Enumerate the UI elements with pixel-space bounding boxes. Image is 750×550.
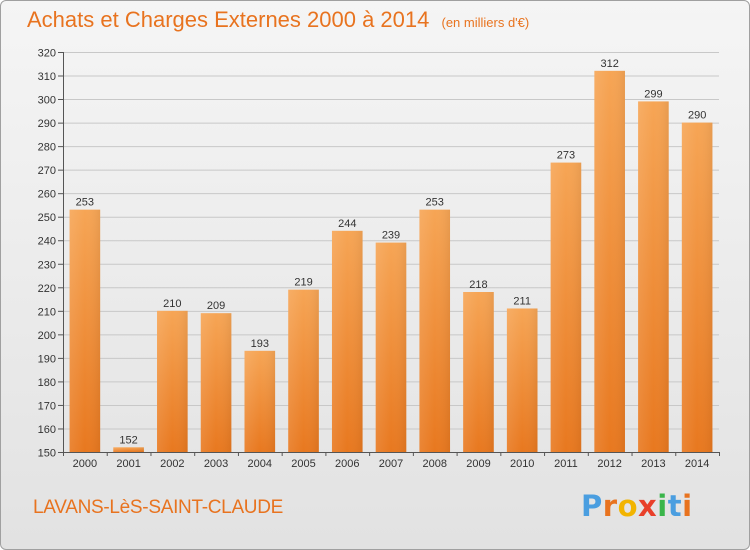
bar-value-label: 152 — [119, 434, 137, 446]
y-tick-label: 200 — [38, 330, 56, 342]
y-tick-label: 310 — [38, 71, 56, 83]
subtitle-text: (en milliers d'€) — [441, 15, 530, 30]
x-tick-label: 2002 — [160, 458, 184, 470]
x-tick-label: 2008 — [422, 458, 446, 470]
y-tick-label: 190 — [38, 353, 56, 365]
y-tick-label: 150 — [38, 448, 56, 460]
x-tick-label: 2003 — [204, 458, 228, 470]
bar-sheen — [419, 209, 451, 452]
x-tick-label: 2009 — [466, 458, 490, 470]
brand-logo: Proxiti — [581, 489, 693, 523]
bar-sheen — [638, 101, 669, 452]
bar-value-label: 209 — [207, 300, 225, 312]
x-tick-label: 2004 — [248, 458, 272, 470]
bar-value-label: 273 — [557, 150, 575, 162]
bar-sheen — [463, 292, 494, 452]
bar-sheen — [550, 162, 582, 452]
bar-sheen — [157, 310, 188, 452]
y-tick-label: 170 — [38, 400, 56, 412]
bar-value-label: 253 — [426, 197, 444, 209]
bar-value-label: 299 — [644, 88, 662, 100]
x-tick-label: 2012 — [597, 458, 621, 470]
y-tick-label: 300 — [38, 95, 56, 107]
y-tick-label: 160 — [38, 424, 56, 436]
bar-value-label: 290 — [688, 110, 706, 122]
bar-value-label: 244 — [338, 218, 356, 230]
y-axis: 150 160 170 180 190 200 210 220 230 240 250 260 270 2… — [38, 48, 64, 460]
x-tick-label: 2001 — [116, 458, 140, 470]
x-tick-label: 2013 — [641, 458, 665, 470]
bar-sheen — [375, 242, 407, 452]
x-tick-label: 2010 — [510, 458, 534, 470]
bar-value-label: 312 — [600, 58, 618, 70]
bar-value-label: 253 — [76, 197, 94, 209]
bar-value-label: 211 — [513, 295, 531, 307]
bar-sheen — [200, 313, 232, 452]
bar-sheen — [331, 230, 363, 452]
x-tick-label: 2014 — [685, 458, 709, 470]
brand-letter: r — [602, 489, 618, 523]
bar-sheen — [506, 308, 538, 452]
y-tick-label: 250 — [38, 212, 56, 224]
bar-sheen — [244, 350, 276, 452]
bar-value-label: 193 — [251, 338, 269, 350]
brand-letter: o — [617, 489, 639, 523]
brand-letter: x — [638, 489, 658, 523]
bar-sheen — [288, 289, 319, 452]
brand-letter: i — [657, 489, 668, 523]
x-axis: 2000 2001 2002 2003 2004 2005 2006 2007 2008 2009… — [63, 452, 720, 470]
y-tick-label: 290 — [38, 118, 56, 130]
x-tick-label: 2011 — [554, 458, 578, 470]
chart-title: Achats et Charges Externes 2000 à 2014 (… — [27, 7, 529, 33]
city-name: LAVANS-LèS-SAINT-CLAUDE — [33, 497, 284, 518]
bar-value-label: 210 — [163, 298, 181, 310]
brand-letter: i — [682, 489, 693, 523]
bar-value-label: 239 — [382, 230, 400, 242]
bar-sheen — [113, 447, 144, 452]
x-tick-label: 2007 — [379, 458, 403, 470]
bars: 253 152 210 209 193 219 244 239 253 218 211 273 312 2… — [69, 58, 713, 453]
brand-letter: P — [581, 489, 603, 523]
bar-sheen — [594, 70, 625, 452]
y-tick-label: 180 — [38, 377, 56, 389]
y-tick-label: 270 — [38, 165, 56, 177]
title-text: Achats et Charges Externes 2000 à 2014 — [27, 7, 430, 32]
y-tick-label: 240 — [38, 236, 56, 248]
y-tick-label: 320 — [38, 48, 56, 60]
x-tick-label: 2000 — [73, 458, 97, 470]
bar-value-label: 219 — [294, 277, 312, 289]
y-tick-label: 210 — [38, 306, 56, 318]
y-tick-label: 280 — [38, 142, 56, 154]
y-tick-label: 220 — [38, 283, 56, 295]
y-tick-label: 230 — [38, 259, 56, 271]
bar-sheen — [681, 122, 713, 453]
y-tick-label: 260 — [38, 189, 56, 201]
bar-sheen — [69, 209, 101, 452]
bar-value-label: 218 — [469, 279, 487, 291]
x-tick-label: 2006 — [335, 458, 359, 470]
x-tick-label: 2005 — [291, 458, 315, 470]
brand-letter: t — [667, 489, 683, 523]
